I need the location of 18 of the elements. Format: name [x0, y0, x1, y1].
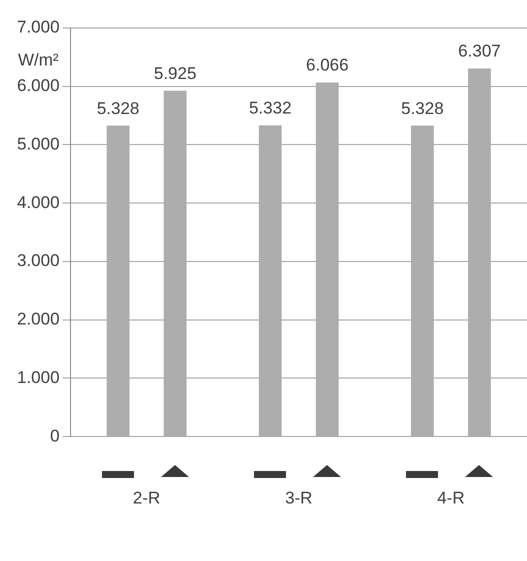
x-tick-label: 4-R — [437, 488, 465, 508]
x-tick-label: 3-R — [285, 488, 312, 508]
data-label: 5.328 — [96, 98, 140, 118]
y-tick-label: 5.000 — [16, 134, 60, 154]
y-tick-label: 7.000 — [16, 18, 60, 37]
x-tick-label: 2-R — [132, 488, 160, 508]
data-label: 5.925 — [154, 64, 196, 83]
data-label: 6.307 — [458, 42, 501, 61]
data-label: 6.066 — [306, 56, 349, 75]
data-label: 5.332 — [248, 98, 292, 118]
y-tick-label: 2.000 — [16, 310, 60, 329]
y-tick-label: 1.000 — [16, 368, 60, 387]
y-axis-title: W/m² — [18, 50, 59, 70]
y-tick-label: 6.000 — [16, 76, 60, 96]
y-tick-label: 0 — [50, 426, 60, 446]
data-label: 5.328 — [401, 98, 444, 118]
y-tick-label: 3.000 — [16, 251, 60, 270]
y-tick-label: 4.000 — [16, 192, 60, 212]
